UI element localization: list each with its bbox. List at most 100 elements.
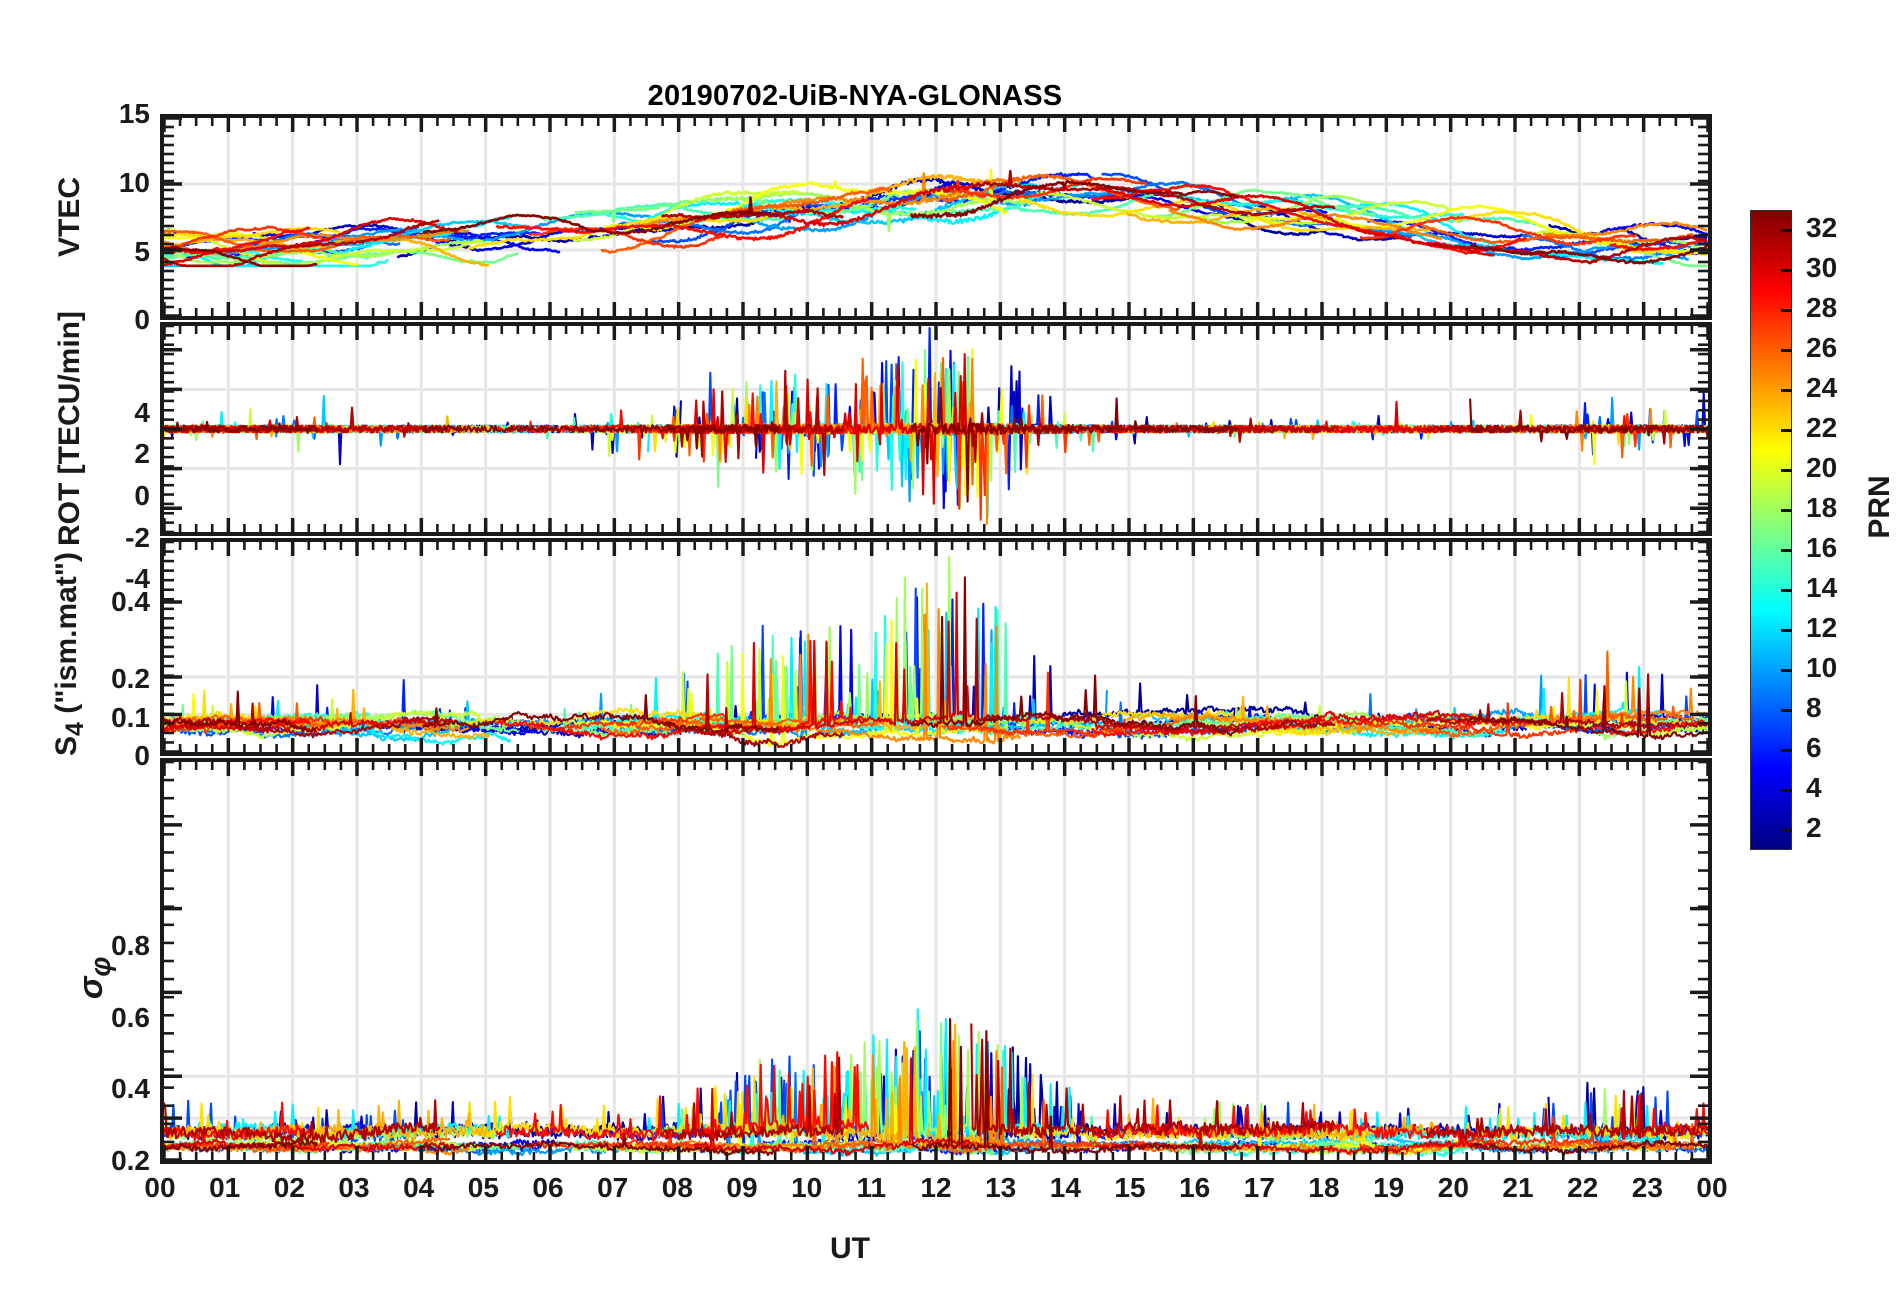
colorbar-tick-12: 12 bbox=[1806, 612, 1838, 643]
series-line-prn-20 bbox=[944, 176, 1148, 200]
series-line-prn-24 bbox=[164, 420, 318, 435]
ytick-s4-02: 0.2 bbox=[111, 663, 150, 694]
series-line-prn-12 bbox=[164, 249, 520, 266]
series-line-prn-7 bbox=[751, 190, 1108, 233]
panel-plot-sigmaphi bbox=[164, 762, 1708, 1160]
series-line-prn-19 bbox=[600, 186, 893, 254]
panel-plot-vtec bbox=[164, 118, 1708, 316]
series-line-prn-23 bbox=[970, 1023, 1336, 1139]
tickmarks bbox=[164, 542, 1708, 752]
series-line-prn-24 bbox=[422, 196, 780, 235]
series-line-prn-15 bbox=[1246, 413, 1629, 466]
series-line-prn-24 bbox=[164, 245, 318, 268]
panel-vtec bbox=[160, 114, 1712, 320]
colorbar-tickmark bbox=[1781, 669, 1792, 672]
series-line-prn-24 bbox=[1469, 243, 1708, 265]
ytick-sphi-06: 0.6 bbox=[111, 1002, 150, 1033]
colorbar-tick-16: 16 bbox=[1806, 532, 1838, 563]
xtick-5: 05 bbox=[467, 1172, 499, 1203]
ytick-vtec-5: 5 bbox=[134, 236, 150, 267]
series-line-prn-19 bbox=[1419, 1122, 1695, 1153]
series-line-prn-19 bbox=[940, 696, 1181, 739]
ytick-rot-4: 4 bbox=[134, 397, 150, 428]
colorbar-tick-24: 24 bbox=[1806, 372, 1838, 403]
series-line-prn-22 bbox=[164, 1138, 459, 1153]
series-line-prn-23 bbox=[660, 1056, 845, 1142]
series-line-prn-18 bbox=[1542, 220, 1708, 238]
series-line-prn-24 bbox=[910, 1017, 1240, 1155]
colorbar-tickmark bbox=[1781, 709, 1792, 712]
colorbar-tickmark bbox=[1781, 589, 1792, 592]
series-line-prn-16 bbox=[1018, 707, 1365, 737]
ytick-vtec-15: 15 bbox=[118, 98, 150, 129]
series-line-prn-14 bbox=[165, 228, 481, 268]
xtick-3: 03 bbox=[338, 1172, 370, 1203]
xtick-6: 06 bbox=[532, 1172, 564, 1203]
ytick-s4-01: 0.1 bbox=[111, 702, 150, 733]
series-group bbox=[164, 168, 1708, 268]
tickmarks bbox=[164, 118, 1708, 316]
series-line-prn-21 bbox=[1608, 719, 1708, 737]
series-line-prn-22 bbox=[1094, 709, 1496, 735]
panel-rot bbox=[160, 322, 1712, 536]
colorbar-tick-22: 22 bbox=[1806, 412, 1838, 443]
colorbar-tickmark bbox=[1781, 309, 1792, 312]
series-group bbox=[164, 555, 1708, 749]
xtick-12: 12 bbox=[920, 1172, 952, 1203]
series-line-prn-24 bbox=[1469, 1139, 1708, 1156]
series-line-prn-18 bbox=[1168, 712, 1443, 734]
xtick-22: 22 bbox=[1567, 1172, 1599, 1203]
colorbar-tick-26: 26 bbox=[1806, 332, 1838, 363]
series-line-prn-20 bbox=[529, 1130, 727, 1150]
series-line-prn-15 bbox=[164, 231, 360, 267]
series-line-prn-16 bbox=[164, 226, 341, 239]
series-line-prn-23 bbox=[164, 219, 440, 268]
series-line-prn-20 bbox=[164, 225, 330, 250]
xtick-2: 02 bbox=[273, 1172, 305, 1203]
xtick-19: 19 bbox=[1373, 1172, 1405, 1203]
xtick-11: 11 bbox=[856, 1172, 887, 1203]
xtick-8: 08 bbox=[661, 1172, 693, 1203]
series-line-prn-12 bbox=[1156, 188, 1376, 218]
xtick-23: 23 bbox=[1631, 1172, 1663, 1203]
series-line-prn-23 bbox=[164, 702, 441, 739]
ytick-rot-m4: -4 bbox=[125, 563, 150, 594]
series-line-prn-14 bbox=[1036, 191, 1455, 226]
xtick-0: 00 bbox=[144, 1172, 176, 1203]
colorbar-tick-28: 28 bbox=[1806, 292, 1838, 323]
series-line-prn-21 bbox=[495, 197, 870, 242]
colorbar-tickmark bbox=[1781, 749, 1792, 752]
colorbar-gradient bbox=[1750, 210, 1792, 850]
panel-vtec-ylabel: VTEC bbox=[53, 177, 86, 258]
panel-plot-rot bbox=[164, 326, 1708, 532]
figure-title: 20190702-UiB-NYA-GLONASS bbox=[647, 80, 1063, 112]
xtick-15: 15 bbox=[1114, 1172, 1146, 1203]
xtick-16: 16 bbox=[1179, 1172, 1211, 1203]
colorbar-tick-8: 8 bbox=[1806, 692, 1822, 723]
series-line-prn-20 bbox=[945, 671, 1148, 739]
series-group bbox=[164, 326, 1708, 525]
colorbar-tickmark bbox=[1781, 229, 1792, 232]
ytick-sphi-08: 0.8 bbox=[111, 930, 150, 961]
colorbar-tick-6: 6 bbox=[1806, 732, 1822, 763]
xtick-1: 01 bbox=[209, 1172, 241, 1203]
ytick-rot-0: 0 bbox=[134, 480, 150, 511]
series-line-prn-20 bbox=[1359, 215, 1638, 247]
colorbar-tick-20: 20 bbox=[1806, 452, 1838, 483]
colorbar-tickmark bbox=[1781, 789, 1792, 792]
colorbar-tick-14: 14 bbox=[1806, 572, 1838, 603]
xtick-7: 07 bbox=[597, 1172, 629, 1203]
series-line-prn-24 bbox=[164, 690, 318, 733]
series-line-prn-24 bbox=[422, 693, 780, 734]
series-line-prn-22 bbox=[164, 216, 459, 267]
xtick-9: 09 bbox=[726, 1172, 758, 1203]
xtick-13: 13 bbox=[985, 1172, 1017, 1203]
series-line-prn-21 bbox=[1609, 238, 1708, 252]
colorbar-tickmark bbox=[1781, 429, 1792, 432]
tickmarks bbox=[164, 762, 1708, 1160]
series-line-prn-16 bbox=[1455, 210, 1707, 256]
series-line-prn-22 bbox=[694, 591, 973, 736]
colorbar-tickmark bbox=[1781, 829, 1792, 832]
xtick-24: 00 bbox=[1696, 1172, 1728, 1203]
colorbar-tickmark bbox=[1781, 389, 1792, 392]
